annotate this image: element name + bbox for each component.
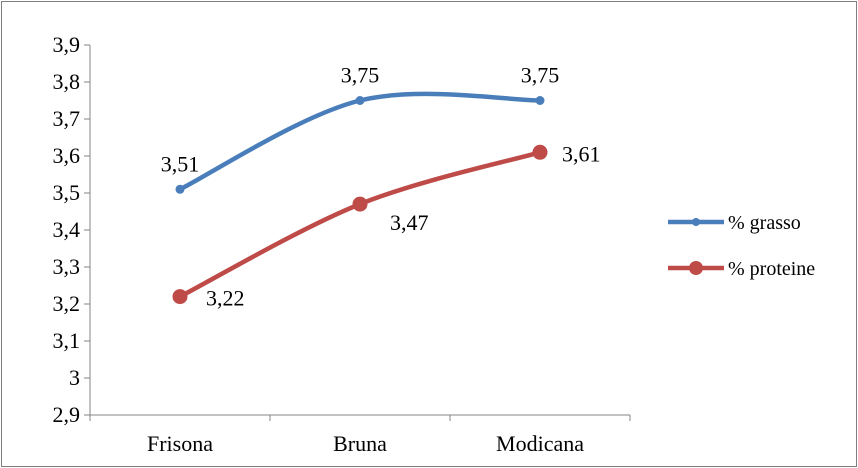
y-tick-label: 3,2 [53, 291, 81, 316]
y-tick-label: 2,9 [53, 402, 81, 427]
legend-marker [692, 218, 700, 226]
legend-marker [689, 261, 703, 275]
x-tick-label: Frisona [147, 431, 213, 456]
y-tick-label: 3,6 [53, 143, 81, 168]
data-label: 3,47 [390, 210, 429, 235]
y-tick-label: 3,4 [53, 217, 81, 242]
data-point [355, 96, 365, 105]
data-point [535, 96, 545, 105]
y-tick-label: 3,7 [53, 106, 81, 131]
data-point [352, 196, 368, 212]
y-tick-label: 3,3 [53, 254, 81, 279]
legend-label: % grasso [728, 212, 801, 234]
series-lines [172, 91, 548, 305]
data-label: 3,51 [161, 151, 200, 176]
legend-label: % proteine [728, 258, 815, 280]
y-tick-label: 3,8 [53, 69, 81, 94]
data-label: 3,22 [206, 286, 245, 311]
x-axis-ticks: Frisona Bruna Modicana [89, 415, 631, 456]
y-tick-label: 3,1 [53, 328, 81, 353]
data-label: 3,75 [521, 63, 560, 88]
data-labels: 3,51 3,75 3,75 3,22 3,47 3,61 [161, 63, 601, 311]
y-tick-label: 3 [69, 365, 80, 390]
data-point [532, 144, 548, 160]
data-label: 3,75 [341, 63, 380, 88]
data-point [172, 289, 188, 305]
data-label: 3,61 [562, 141, 601, 166]
legend: % grasso % proteine [668, 212, 815, 280]
y-tick-label: 3,5 [53, 180, 81, 205]
series-line-1 [177, 91, 543, 192]
x-tick-label: Bruna [333, 431, 387, 456]
data-point [175, 184, 185, 194]
series-line-2 [177, 150, 543, 299]
x-tick-label: Modicana [496, 431, 584, 456]
y-axis-ticks: 2,9 3 3,1 3,2 3,3 3,4 3,5 3,6 3,7 3,8 3,9 [53, 32, 90, 427]
y-tick-label: 3,9 [53, 32, 81, 57]
